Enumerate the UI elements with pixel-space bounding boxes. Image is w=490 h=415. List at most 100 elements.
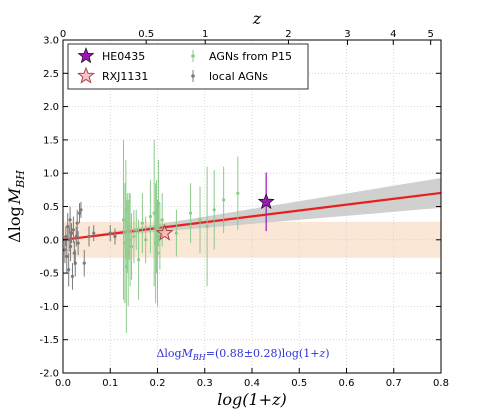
data-point: [67, 238, 71, 242]
top-tick-label: 0: [60, 29, 66, 40]
annot-var2: z: [318, 347, 325, 360]
data-point: [82, 261, 86, 265]
data-point: [121, 218, 126, 222]
legend-item: RXJ1131: [77, 66, 148, 84]
x-tick-label: 0.8: [433, 378, 449, 389]
legend-label: local AGNs: [209, 70, 268, 83]
x-tick-label: 0.5: [291, 378, 307, 389]
legend-item: HE0435: [77, 47, 145, 64]
data-point: [222, 198, 226, 202]
points-layer: [63, 139, 275, 334]
y-label-prefix: Δlog: [5, 206, 24, 243]
top-axis-label: z: [252, 9, 262, 28]
y-tick-label: -2.0: [39, 369, 59, 380]
x-tick-label: 0.6: [339, 378, 355, 389]
x-tick-label: 0.2: [150, 378, 166, 389]
data-point: [66, 224, 70, 229]
annot-var: M: [181, 347, 194, 360]
annot-close: ): [325, 347, 329, 360]
data-point: [137, 258, 141, 262]
top-tick-label: 1: [202, 29, 208, 40]
data-point: [132, 234, 136, 239]
x-tick-label: 0.1: [102, 378, 118, 389]
y-label-sub: BH: [14, 170, 27, 189]
data-point: [212, 208, 216, 212]
data-point: [67, 268, 71, 272]
top-tick-label: 5: [427, 29, 433, 40]
data-point: [113, 234, 117, 239]
x-tick-label: 0.7: [386, 378, 402, 389]
data-point: [71, 228, 75, 232]
data-point: [174, 231, 178, 235]
y-tick-label: 3.0: [43, 36, 59, 47]
data-point-star: [155, 223, 174, 241]
legend-box: [67, 43, 309, 90]
y-tick-label: 2.5: [43, 69, 59, 80]
y-tick-label: -1.5: [39, 335, 59, 346]
ticks-layer: 0.0 0.1 0.2 0.3 0.4 0.5 0.6 0.7 0.8 -2.0 -1.5 -1.0 -…: [39, 29, 448, 389]
data-point: [76, 241, 80, 245]
series-agns-from-p15: [121, 139, 240, 334]
data-point: [144, 238, 148, 242]
legend-item: local AGNs: [191, 70, 268, 83]
y-label-var: M: [5, 187, 24, 205]
legend-item: AGNs from P15: [191, 50, 292, 63]
data-point: [198, 218, 202, 222]
data-point: [64, 234, 68, 239]
series-rxj1131: [155, 223, 174, 241]
data-point: [140, 221, 144, 225]
top-tick-label: 2: [285, 29, 291, 40]
data-point: [128, 238, 132, 242]
annot-rest: =(0.88±0.28)log(1+: [206, 347, 320, 360]
series-local-agns: [63, 201, 117, 290]
data-point: [236, 191, 240, 195]
top-tick-label: 3: [344, 29, 350, 40]
data-point: [188, 211, 193, 215]
legend-label: RXJ1131: [102, 70, 148, 83]
y-tick-label: 0.5: [43, 202, 59, 213]
y-tick-label: -0.5: [39, 269, 59, 280]
legend-label: HE0435: [102, 50, 145, 63]
legend-marker: [77, 66, 95, 84]
data-point-star: [257, 192, 275, 209]
data-point: [73, 261, 77, 265]
y-tick-label: -1.0: [39, 302, 59, 313]
data-point: [205, 224, 209, 229]
y-tick-label: 0.0: [43, 235, 59, 246]
y-tick-label: 1.5: [43, 135, 59, 146]
data-point: [75, 221, 79, 225]
data-point: [79, 208, 83, 212]
top-tick-label: 4: [390, 29, 396, 40]
data-point: [65, 254, 69, 259]
legend-marker: [191, 74, 195, 78]
data-point: [68, 244, 73, 249]
legend: HE0435 RXJ1131 AGNs from P15 local AGNs: [67, 43, 309, 90]
y-tick-label: 2.0: [43, 102, 59, 113]
annot-sub: BH: [192, 353, 207, 362]
top-tick-label: 0.5: [138, 29, 154, 40]
data-point: [155, 251, 160, 255]
data-point: [63, 248, 67, 252]
data-point: [129, 244, 134, 249]
x-tick-label: 0.4: [244, 378, 260, 389]
legend-label: AGNs from P15: [209, 50, 292, 63]
data-point: [148, 214, 153, 219]
y-tick-label: 1.0: [43, 169, 59, 180]
data-point: [156, 201, 161, 205]
data-point: [152, 211, 156, 215]
data-point: [87, 234, 91, 239]
data-point: [92, 231, 96, 235]
legend-marker: [191, 54, 195, 58]
data-point: [68, 218, 72, 222]
y-axis-label: ΔlogMBH: [5, 170, 27, 243]
data-point: [77, 211, 82, 215]
data-point: [69, 231, 74, 235]
x-tick-label: 0.3: [197, 378, 213, 389]
data-point: [134, 228, 138, 232]
series-he0435: [257, 172, 275, 232]
legend-marker: [77, 47, 95, 64]
x-tick-label: 0.0: [55, 378, 71, 389]
data-point: [70, 274, 75, 279]
data-point: [160, 218, 164, 222]
